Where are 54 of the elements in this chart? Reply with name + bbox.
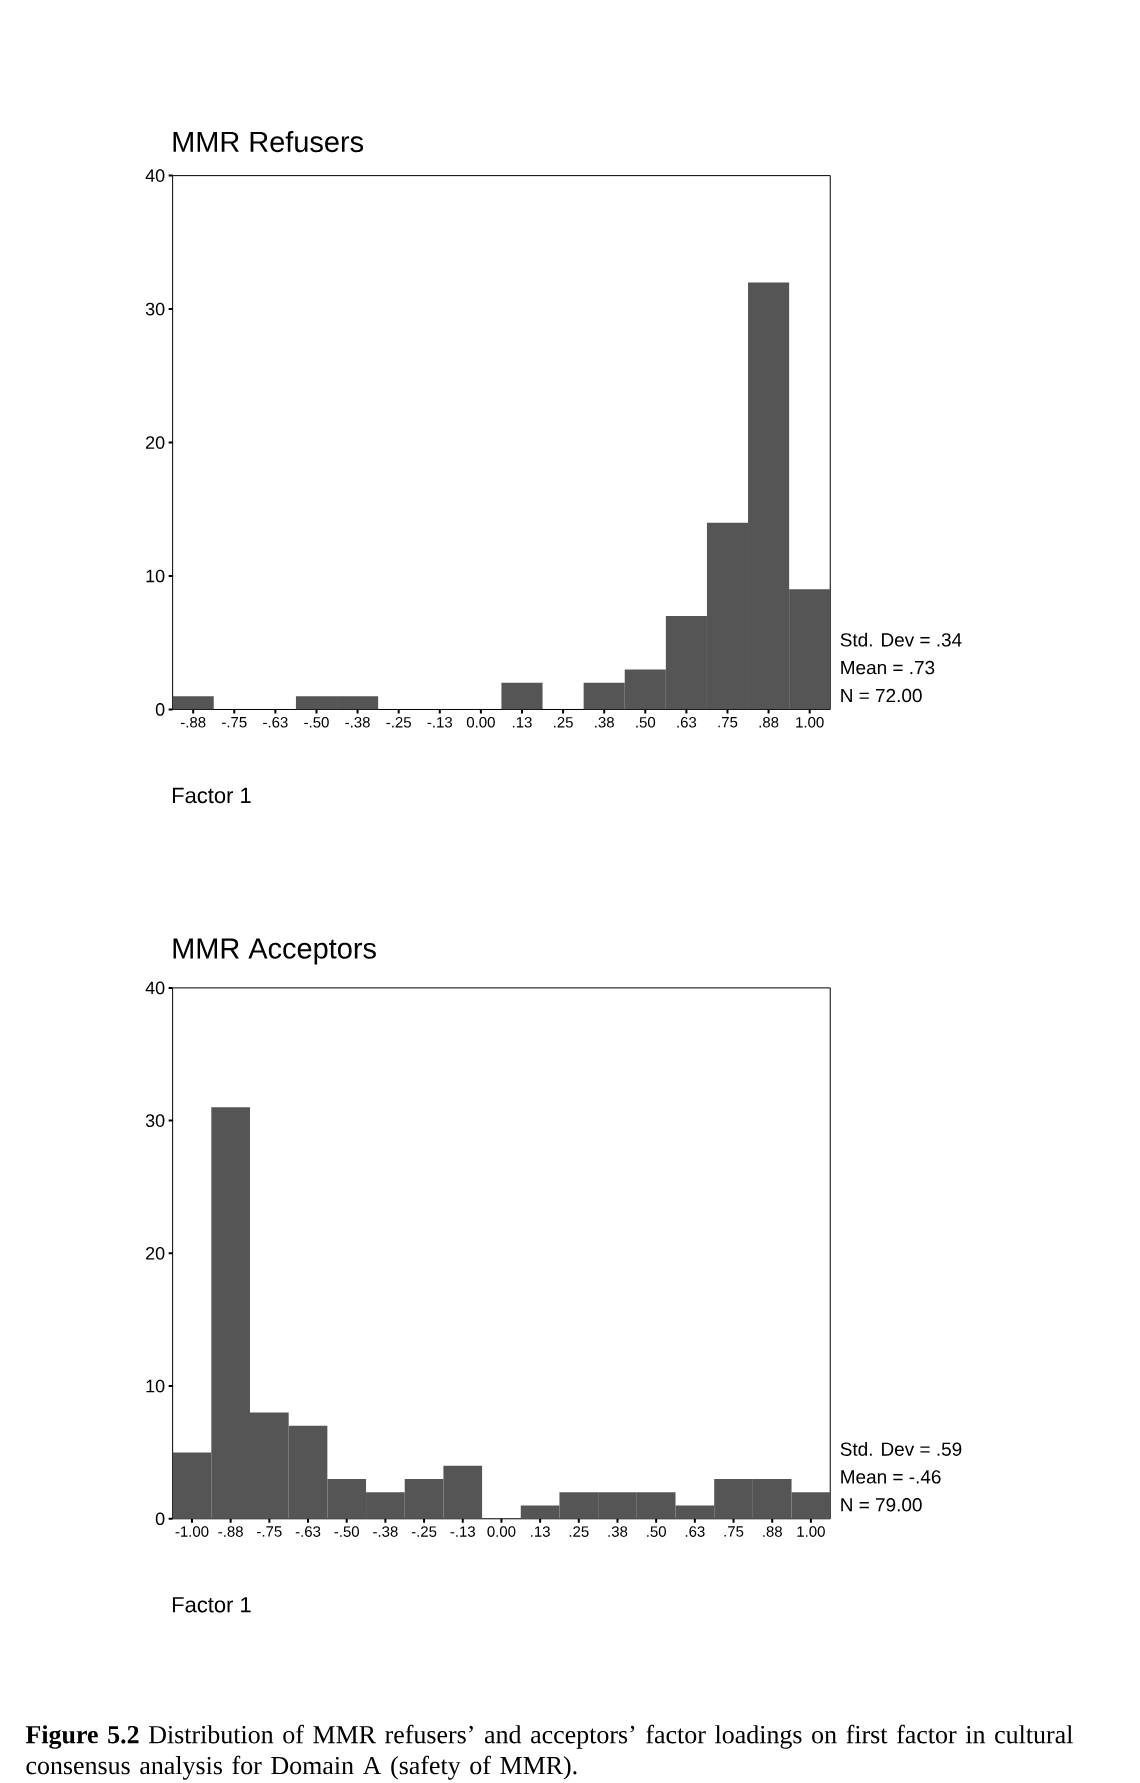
y-tick-label: 0 bbox=[156, 1512, 165, 1526]
y-tick-label: 10 bbox=[146, 569, 165, 583]
x-tick-label: -.88 bbox=[218, 1526, 244, 1537]
text: N = 79.00 bbox=[841, 1498, 922, 1512]
x-tick-label: .38 bbox=[595, 717, 615, 728]
x-tick-label: -.13 bbox=[427, 717, 453, 728]
y-tick-label: 40 bbox=[145, 981, 165, 995]
x-tick-label: -.38 bbox=[373, 1526, 398, 1537]
x-axis-title: Factor 1 bbox=[173, 787, 251, 804]
y-tick-label: 30 bbox=[146, 302, 165, 316]
x-tick-label: 0.00 bbox=[487, 1526, 516, 1537]
x-tick-label: .75 bbox=[724, 1526, 744, 1537]
y-tick-label: 20 bbox=[146, 1246, 165, 1260]
x-tick-label: -.25 bbox=[386, 717, 412, 728]
x-tick-label: .25 bbox=[569, 1526, 589, 1537]
x-tick-label: 0.00 bbox=[467, 717, 496, 728]
x-tick-label: -.13 bbox=[450, 1526, 476, 1537]
x-axis-title: Factor 1 bbox=[173, 1597, 251, 1613]
text: Figure 5.2 Distribution of MMR refusers’ and acceptors’ factor loadings on first factor in cultural consensus analysis for Domain A (safety of MMR). bbox=[26, 1724, 1074, 1780]
x-tick-label: .13 bbox=[513, 717, 532, 728]
x-tick-label: .13 bbox=[531, 1526, 551, 1537]
x-tick-label: -.75 bbox=[222, 717, 247, 728]
x-tick-label: .63 bbox=[686, 1526, 705, 1537]
x-tick-label: 1.00 bbox=[797, 1526, 826, 1537]
x-tick-label: .38 bbox=[608, 1526, 628, 1537]
y-tick-label: 10 bbox=[146, 1379, 165, 1393]
y-tick-label: 40 bbox=[145, 169, 165, 182]
y-tick-label: 20 bbox=[146, 436, 165, 449]
x-tick-label: -.88 bbox=[181, 717, 206, 728]
x-tick-label: -.63 bbox=[263, 717, 288, 728]
x-tick-label: -.50 bbox=[304, 717, 330, 728]
x-tick-label: 1.00 bbox=[796, 717, 824, 728]
x-tick-label: -.63 bbox=[296, 1526, 321, 1537]
text: N = 72.00 bbox=[841, 688, 922, 703]
x-tick-label: .88 bbox=[759, 717, 779, 728]
y-tick-label: 30 bbox=[146, 1114, 165, 1127]
x-tick-label: .50 bbox=[636, 717, 656, 728]
x-tick-label: .25 bbox=[554, 717, 574, 728]
text: Mean = -.46 bbox=[841, 1470, 941, 1484]
x-tick-label: .50 bbox=[647, 1526, 667, 1537]
text: Std. Dev = .34 bbox=[840, 632, 962, 647]
chart-title: MMR Refusers bbox=[173, 130, 364, 153]
x-tick-label: .75 bbox=[718, 717, 738, 728]
x-tick-label: -.75 bbox=[257, 1526, 282, 1537]
x-tick-label: -.38 bbox=[345, 717, 371, 728]
x-tick-label: .63 bbox=[677, 717, 697, 728]
x-tick-label: -.25 bbox=[412, 1526, 437, 1537]
y-tick-label: 0 bbox=[156, 703, 165, 716]
x-tick-label: -1.00 bbox=[175, 1526, 209, 1537]
x-tick-label: -.50 bbox=[334, 1526, 360, 1537]
chart-title: MMR Acceptors bbox=[173, 938, 377, 965]
x-tick-label: .88 bbox=[763, 1526, 783, 1537]
text: Std. Dev = .59 bbox=[840, 1441, 962, 1456]
text: Mean = .73 bbox=[841, 660, 935, 675]
